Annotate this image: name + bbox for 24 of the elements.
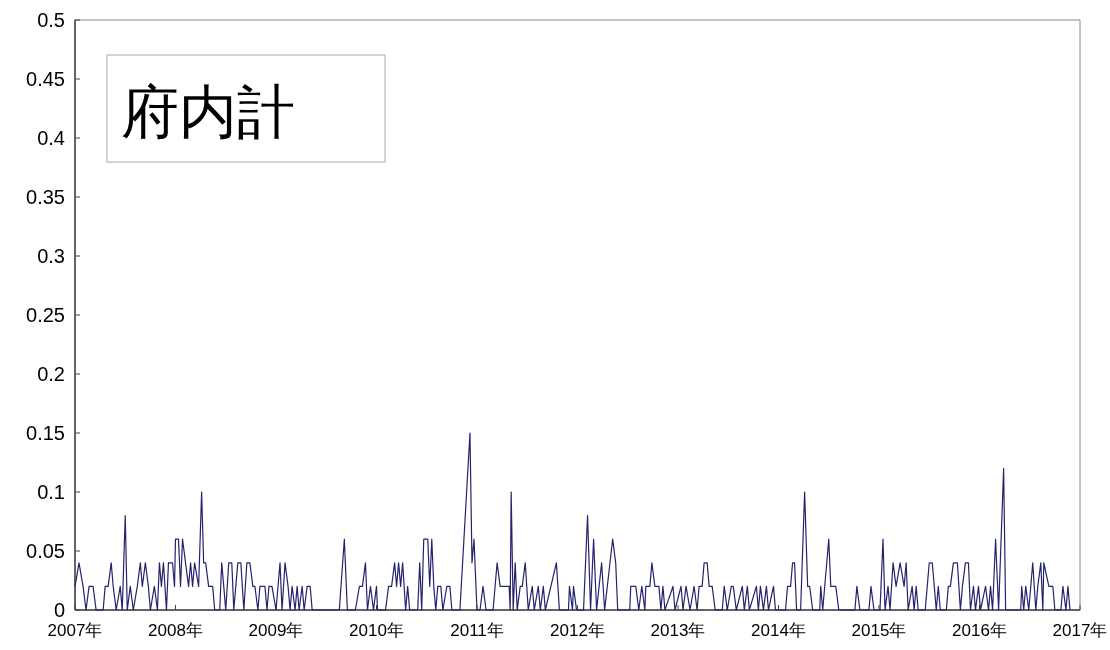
y-tick-label: 0.35 — [26, 186, 65, 208]
x-tick-label: 2017年 — [1052, 621, 1108, 640]
x-tick-label: 2016年 — [952, 621, 1007, 640]
y-tick-label: 0.4 — [37, 127, 65, 149]
x-tick-label: 2015年 — [851, 621, 907, 640]
line-series — [74, 432, 1071, 611]
y-tick-label: 0.45 — [26, 68, 65, 90]
x-tick-label: 2009年 — [248, 621, 304, 640]
y-tick-label: 0.1 — [37, 481, 65, 503]
x-tick-label: 2008年 — [148, 621, 203, 640]
y-tick-label: 0 — [53, 599, 65, 621]
y-tick-label: 0.05 — [26, 540, 65, 562]
y-tick-label: 0.15 — [26, 422, 65, 444]
x-tick-label: 2011年 — [450, 621, 504, 640]
x-tick-label: 2007年 — [47, 621, 103, 640]
x-tick-label: 2012年 — [550, 621, 605, 640]
x-tick-label: 2014年 — [751, 621, 806, 640]
y-tick-label: 0.2 — [37, 363, 65, 385]
x-tick-label: 2010年 — [349, 621, 404, 640]
y-tick-label: 0.5 — [37, 9, 65, 31]
y-tick-label: 0.3 — [37, 245, 65, 267]
text: 府内計 — [121, 78, 295, 146]
x-tick-label: 2013年 — [650, 621, 706, 640]
y-tick-label: 0.25 — [26, 304, 65, 326]
